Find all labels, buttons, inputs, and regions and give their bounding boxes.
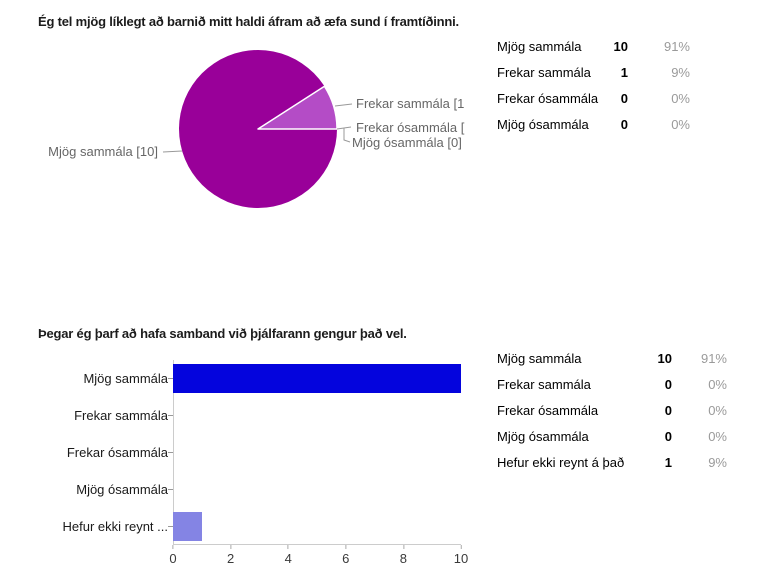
pie-callout-main: Mjög sammála [10] [48,144,158,159]
x-tick: 6 [342,545,349,566]
pie-callout-second: Frekar sammála [1 [356,96,464,111]
row-count: 1 [664,454,672,470]
bar-category-label: Mjög ósammála [76,482,168,497]
row-label: Frekar ósammála [497,402,599,418]
bar-track [173,434,461,471]
row-label: Frekar sammála [497,64,591,80]
row-percent: 0% [671,116,690,132]
row-count: 0 [664,402,672,418]
row-count: 0 [620,116,628,132]
x-tick: 4 [285,545,292,566]
row-percent: 0% [708,428,727,444]
bar-rows: Mjög sammála Frekar sammála Frekar ósamm… [30,360,461,545]
row-label: Frekar sammála [497,376,591,392]
x-tick: 8 [400,545,407,566]
x-tick: 0 [169,545,177,566]
table-row: Frekar ósammála 0 0% [497,397,727,423]
bar-chart-axes [173,360,461,545]
bar-track [173,397,461,434]
x-axis: 0 2 4 6 8 10 [169,545,468,567]
row-percent: 9% [671,64,690,80]
bar-category-label: Hefur ekki reynt ... [62,519,168,534]
row-percent: 9% [708,454,727,470]
category-tick [168,415,173,416]
row-percent: 0% [708,402,727,418]
x-tick-mark [402,545,404,549]
row-label: Mjög ósammála [497,116,589,132]
row-count: 0 [620,90,628,106]
bar-category-label: Frekar sammála [74,408,168,423]
table-row: Mjög sammála 10 91% [497,345,727,371]
x-tick-label: 2 [226,551,235,566]
bar-row: Hefur ekki reynt ... [30,508,461,545]
x-tick-mark [230,545,232,549]
row-count: 10 [613,38,628,54]
row-count: 0 [664,376,672,392]
bar-track [173,360,461,397]
bar-track [173,508,461,545]
category-tick [168,378,173,379]
pie-leader-line-main [162,150,183,153]
row-label: Mjög sammála [497,38,582,54]
row-percent: 0% [671,90,690,106]
bar-row: Frekar sammála [30,397,461,434]
bar-row: Mjög sammála [30,360,461,397]
row-percent: 91% [663,38,690,54]
row-label: Mjög sammála [497,350,582,366]
bar-chart: Mjög sammála Frekar sammála Frekar ósamm… [30,360,468,570]
row-count: 10 [657,350,672,366]
summary-table-q2: Mjög sammála 10 91% Frekar sammála 0 0% … [497,345,727,475]
table-row: Mjög ósammála 0 0% [497,111,690,137]
row-count: 0 [664,428,672,444]
row-percent: 91% [700,350,727,366]
row-percent: 0% [708,376,727,392]
bar [173,364,461,393]
x-tick-mark [172,545,174,549]
x-tick-mark [345,545,347,549]
question-1-title: Ég tel mjög líklegt að barnið mitt haldi… [38,14,459,29]
x-tick-label: 6 [342,551,350,566]
x-tick-label: 4 [284,551,292,566]
question-2-title: Þegar ég þarf að hafa samband við þjálfa… [38,326,407,341]
bar-category-label: Frekar ósammála [66,445,168,460]
row-count: 1 [620,64,628,80]
pie-leader-line-fourth [343,128,351,143]
row-label: Mjög ósammála [497,428,589,444]
table-row: Hefur ekki reynt á það 1 9% [497,449,727,475]
row-label: Frekar ósammála [497,90,599,106]
bar [173,512,202,541]
bar-category-label: Mjög sammála [83,371,168,386]
x-tick-mark [287,545,289,549]
table-row: Mjög sammála 10 91% [497,33,690,59]
pie-chart: Mjög sammála [10] Frekar sammála [1 Frek… [48,50,465,208]
x-tick: 2 [227,545,234,566]
category-tick [168,452,173,453]
category-tick [168,489,173,490]
pie-callout-third: Frekar ósammála [ [356,120,465,135]
category-tick [168,526,173,527]
table-row: Frekar sammála 1 9% [497,59,690,85]
table-row: Mjög ósammála 0 0% [497,423,727,449]
pie-callout-fourth: Mjög ósammála [0] [352,135,462,150]
row-label: Hefur ekki reynt á það [497,454,625,470]
table-row: Frekar sammála 0 0% [497,371,727,397]
bar-row: Frekar ósammála [30,434,461,471]
x-tick-label: 0 [169,551,177,566]
x-tick: 10 [454,545,468,566]
table-row: Frekar ósammála 0 0% [497,85,690,111]
pie-leader-line-second [334,103,353,107]
x-tick-mark [460,545,462,549]
x-tick-label: 10 [453,551,469,566]
bar-row: Mjög ósammála [30,471,461,508]
summary-table-q1: Mjög sammála 10 91% Frekar sammála 1 9% … [497,33,690,137]
bar-track [173,471,461,508]
x-tick-label: 8 [399,551,408,566]
